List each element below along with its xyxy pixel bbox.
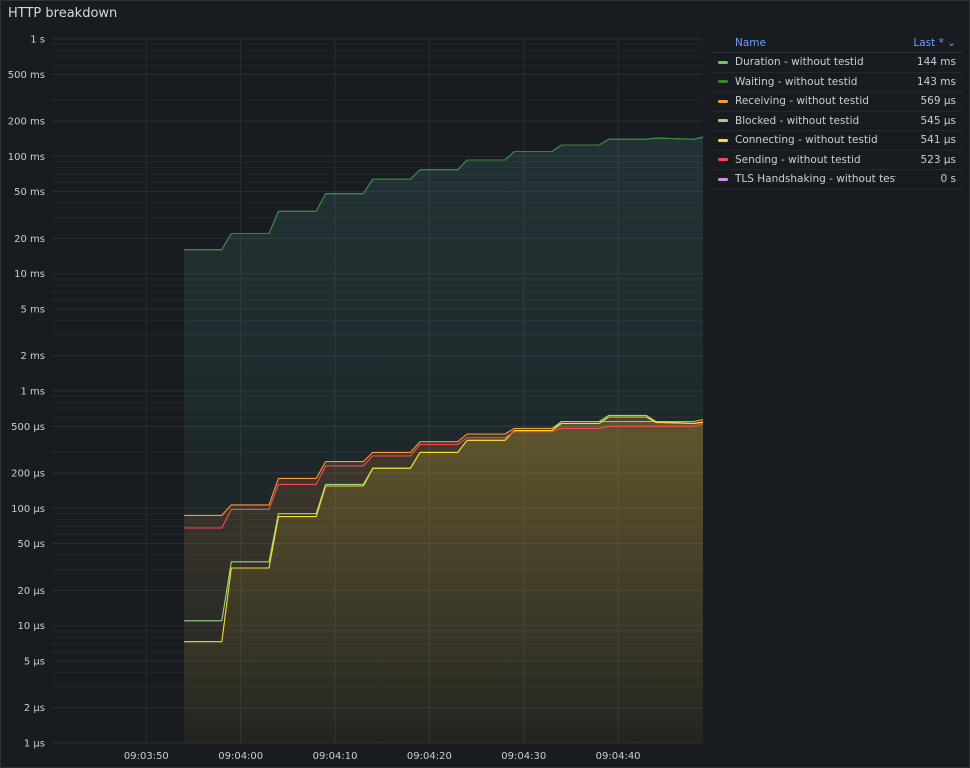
y-tick-label: 10 ms: [14, 269, 45, 280]
x-tick-label: 09:04:30: [501, 751, 546, 762]
legend-swatch: [718, 99, 728, 103]
y-tick-label: 20 ms: [14, 234, 45, 245]
legend-swatch: [718, 158, 728, 162]
y-tick-label: 50 ms: [14, 187, 45, 198]
y-tick-label: 1 s: [30, 35, 45, 46]
x-tick-label: 09:03:50: [124, 751, 169, 762]
y-tick-label: 100 µs: [11, 504, 45, 515]
legend-item[interactable]: Sending - without testid 523 µs: [712, 151, 962, 170]
y-tick-label: 200 µs: [11, 469, 45, 480]
legend-item-last: 569 µs: [920, 95, 956, 108]
y-tick-label: 500 ms: [8, 70, 45, 81]
legend-last-header[interactable]: Last * ⌄: [896, 37, 962, 49]
x-tick-label: 09:04:00: [218, 751, 263, 762]
y-tick-label: 1 ms: [21, 387, 46, 398]
legend-item[interactable]: TLS Handshaking - without testid 0 s: [712, 170, 962, 190]
legend-item-name: TLS Handshaking - without testid: [735, 173, 896, 186]
legend-name-header[interactable]: Name: [735, 37, 766, 49]
y-tick-label: 10 µs: [18, 621, 45, 632]
legend-swatch: [718, 80, 728, 84]
legend-item-last: 144 ms: [916, 56, 956, 69]
legend-item[interactable]: Waiting - without testid 143 ms: [712, 73, 962, 92]
legend-swatch: [718, 119, 728, 123]
y-tick-label: 5 ms: [21, 304, 46, 315]
legend-item-name: Waiting - without testid: [735, 75, 858, 88]
legend-item-last: 523 µs: [920, 153, 956, 166]
series-area: [184, 417, 704, 743]
legend-item-last: 545 µs: [920, 114, 956, 127]
panel-title: HTTP breakdown: [8, 6, 118, 21]
x-tick-label: 09:04:40: [596, 751, 641, 762]
y-tick-label: 200 ms: [8, 117, 45, 128]
legend-swatch: [718, 177, 728, 181]
y-tick-label: 5 µs: [24, 656, 45, 667]
legend-item-name: Receiving - without testid: [735, 95, 869, 108]
legend-swatch: [718, 138, 728, 142]
legend-swatch: [718, 60, 728, 64]
legend-item[interactable]: Duration - without testid 144 ms: [712, 53, 962, 73]
legend-item[interactable]: Blocked - without testid 545 µs: [712, 112, 962, 131]
y-tick-label: 2 ms: [21, 351, 46, 362]
legend-item-name: Sending - without testid: [735, 153, 861, 166]
y-tick-label: 1 µs: [24, 739, 45, 750]
legend-table: Name Last * ⌄ Duration - without testid 1…: [712, 34, 962, 190]
legend-item[interactable]: Receiving - without testid 569 µs: [712, 92, 962, 112]
series-line: [184, 136, 704, 251]
legend-item-last: 541 µs: [920, 134, 956, 147]
legend-item[interactable]: Connecting - without testid 541 µs: [712, 131, 962, 151]
legend-header: Name Last * ⌄: [712, 34, 962, 53]
x-tick-label: 09:04:20: [407, 751, 452, 762]
y-tick-label: 20 µs: [18, 586, 45, 597]
legend-item-name: Duration - without testid: [735, 56, 864, 69]
x-tick-label: 09:04:10: [313, 751, 358, 762]
y-tick-label: 50 µs: [18, 539, 45, 550]
legend-item-last: 143 ms: [916, 75, 956, 88]
legend-last-label: Last *: [913, 37, 944, 49]
legend-item-name: Connecting - without testid: [735, 134, 878, 147]
y-tick-label: 500 µs: [11, 422, 45, 433]
series-line: [184, 423, 704, 529]
y-tick-label: 2 µs: [24, 703, 45, 714]
http-breakdown-chart[interactable]: 1 s 500 ms 200 ms 100 ms 50 ms 20 ms 10 ms 5 ms…: [0, 0, 710, 768]
legend-item-last: 0 s: [940, 173, 957, 186]
series-line: [184, 416, 704, 643]
chevron-down-icon: ⌄: [947, 37, 956, 49]
legend-rows: Duration - without testid 144 ms Waiting -…: [712, 53, 962, 190]
y-tick-label: 100 ms: [8, 152, 45, 163]
legend-item-name: Blocked - without testid: [735, 114, 860, 127]
